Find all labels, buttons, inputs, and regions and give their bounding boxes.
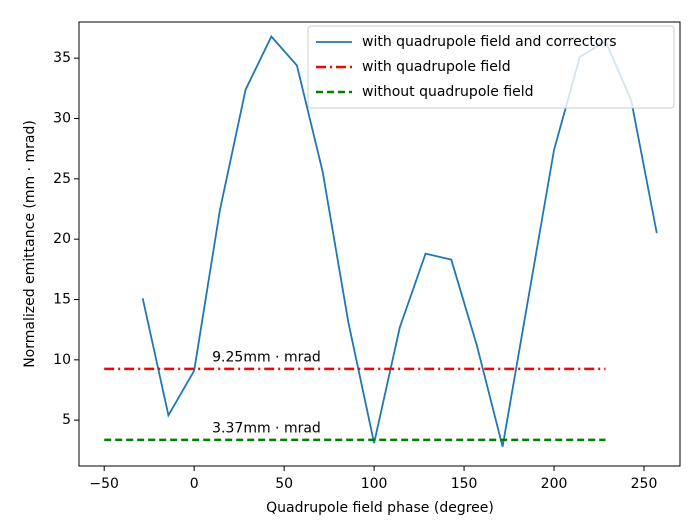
x-tick-label: 150: [451, 476, 478, 492]
y-tick-label: 10: [53, 352, 71, 368]
annotation: 3.37mm · mrad: [212, 421, 321, 437]
y-axis-label: Normalized emittance (mm · mrad): [22, 120, 38, 368]
legend-label: without quadrupole field: [362, 84, 534, 100]
y-tick-label: 35: [53, 50, 71, 66]
y-tick-label: 20: [53, 231, 71, 247]
x-tick-label: 50: [275, 476, 293, 492]
legend-label: with quadrupole field and correctors: [362, 34, 617, 50]
x-tick-label: 100: [361, 476, 388, 492]
y-tick-label: 15: [53, 292, 71, 308]
x-tick-label: −50: [89, 476, 119, 492]
x-tick-label: 250: [631, 476, 658, 492]
x-tick-label: 0: [190, 476, 199, 492]
y-tick-label: 25: [53, 171, 71, 187]
legend-label: with quadrupole field: [362, 59, 511, 75]
x-axis-label: Quadrupole field phase (degree): [266, 500, 494, 516]
annotation: 9.25mm · mrad: [212, 349, 321, 365]
legend-box: [307, 25, 675, 109]
x-tick-label: 200: [541, 476, 568, 492]
y-tick-label: 30: [53, 111, 71, 127]
y-tick-label: 5: [62, 412, 71, 428]
plot-frame: [78, 21, 681, 467]
